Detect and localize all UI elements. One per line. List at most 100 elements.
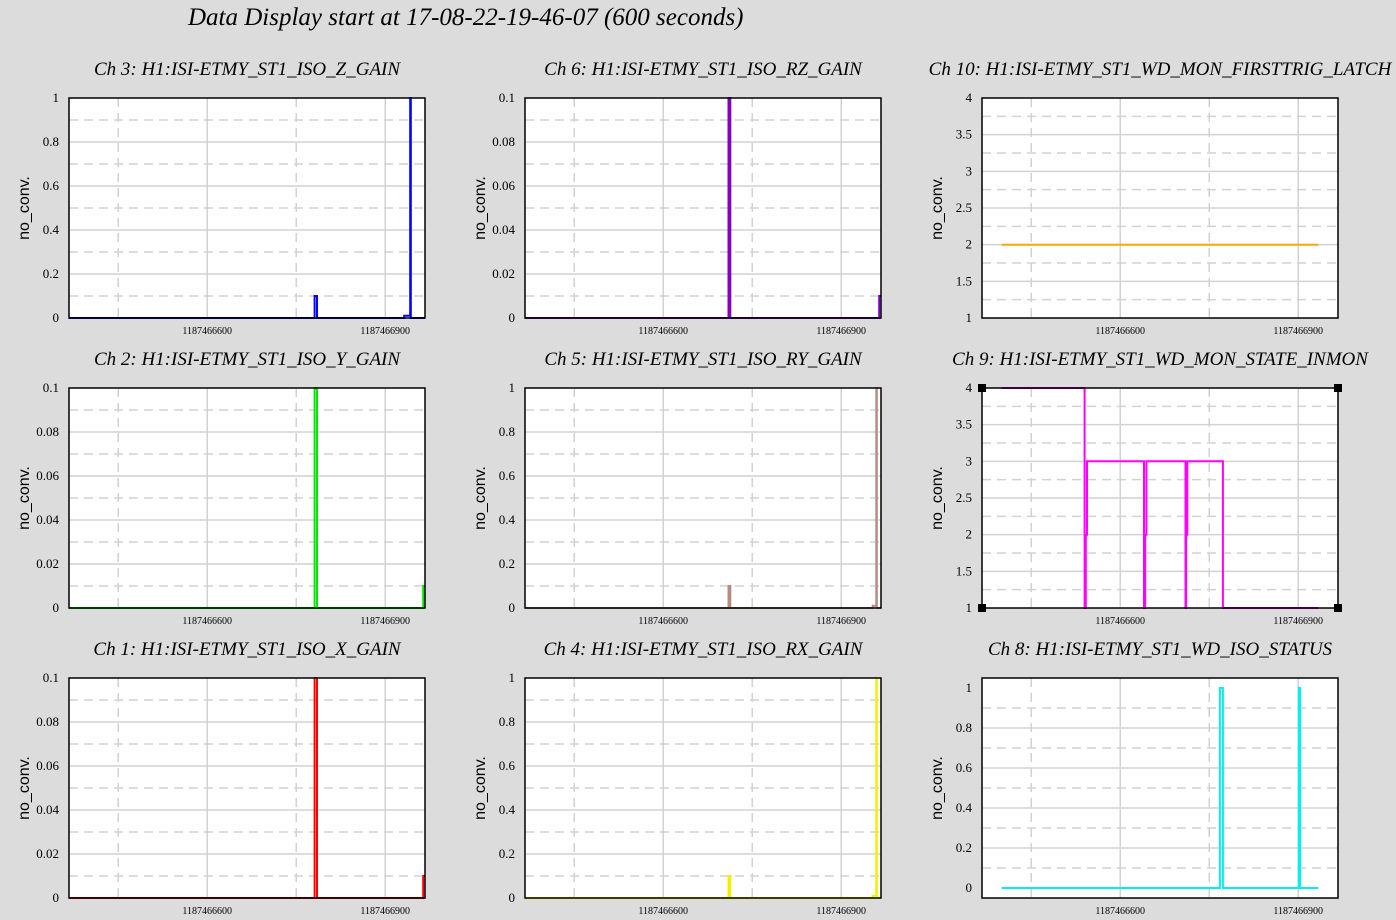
y-tick-label: 0.06 [36, 468, 59, 483]
x-tick-label: 1187466900 [816, 326, 866, 337]
selection-handle[interactable] [1334, 384, 1342, 392]
plot-area[interactable] [982, 678, 1338, 898]
grid-lines [525, 678, 881, 898]
y-tick-label: 0.6 [43, 178, 60, 193]
y-tick-label: 1 [53, 90, 60, 105]
y-tick-label: 1 [966, 310, 973, 325]
y-tick-label: 1 [966, 680, 973, 695]
plot-title: Ch 6: H1:ISI-ETMY_ST1_ISO_RZ_GAIN [544, 59, 863, 80]
y-axis-label: no_conv. [929, 176, 946, 240]
plot-frame [68, 387, 426, 609]
x-tick-label: 1187466600 [1095, 906, 1145, 917]
x-tick-label: 1187466900 [816, 616, 866, 627]
y-tick-label: 0.8 [43, 134, 59, 149]
data-line-ch5 [525, 387, 881, 609]
y-tick-label: 0.4 [499, 512, 516, 527]
x-tick-label: 1187466600 [182, 616, 232, 627]
y-tick-label: 1 [966, 600, 973, 615]
x-tick-label: 1187466600 [1095, 616, 1145, 627]
y-tick-label: 0.2 [499, 556, 515, 571]
data-line-ch9 [1001, 387, 1319, 609]
y-tick-label: 2.5 [956, 490, 972, 505]
plot-panel-ch1[interactable]: Ch 1: H1:ISI-ETMY_ST1_ISO_X_GAIN 0 0.02 0.0… [16, 639, 426, 917]
y-tick-label: 3.5 [956, 417, 972, 432]
y-tick-label: 4 [966, 380, 973, 395]
plot-title: Ch 9: H1:ISI-ETMY_ST1_WD_MON_STATE_INMON [952, 349, 1369, 370]
y-tick-label: 2 [966, 237, 973, 252]
y-axis-label: no_conv. [929, 466, 946, 530]
x-tick-label: 1187466600 [638, 616, 688, 627]
plot-panel-ch6[interactable]: Ch 6: H1:ISI-ETMY_ST1_ISO_RZ_GAIN 0 0.02 0.… [472, 59, 882, 337]
plot-panel-ch9[interactable]: Ch 9: H1:ISI-ETMY_ST1_WD_MON_STATE_INMON… [929, 349, 1369, 627]
y-tick-label: 0 [53, 890, 60, 905]
y-tick-label: 0.4 [43, 222, 60, 237]
y-tick-label: 0.4 [956, 800, 973, 815]
y-tick-label: 0.04 [36, 802, 59, 817]
x-tick-label: 1187466900 [816, 906, 866, 917]
plot-panel-ch3[interactable]: Ch 3: H1:ISI-ETMY_ST1_ISO_Z_GAIN 0 0.2 0.4 0… [16, 59, 426, 337]
y-tick-label: 0 [966, 880, 973, 895]
y-tick-label: 0.08 [36, 424, 59, 439]
y-tick-label: 0.2 [43, 266, 59, 281]
y-tick-label: 0.04 [492, 222, 515, 237]
y-tick-label: 0.8 [499, 424, 515, 439]
plot-area[interactable] [69, 388, 425, 608]
y-tick-label: 0 [509, 600, 516, 615]
y-axis-label: no_conv. [472, 466, 489, 530]
selection-handle[interactable] [978, 604, 986, 612]
selection-handle[interactable] [1334, 604, 1342, 612]
x-tick-label: 1187466900 [1273, 906, 1323, 917]
y-tick-label: 2.5 [956, 200, 972, 215]
plot-frame [981, 97, 1339, 319]
x-tick-label: 1187466900 [1273, 616, 1323, 627]
plot-area[interactable] [69, 678, 425, 898]
plot-frame [524, 387, 882, 609]
x-tick-label: 1187466900 [360, 906, 410, 917]
x-tick-label: 1187466900 [360, 326, 410, 337]
y-tick-label: 0 [53, 600, 60, 615]
plot-area[interactable] [69, 98, 425, 318]
plot-area[interactable] [525, 678, 881, 898]
plot-title: Ch 4: H1:ISI-ETMY_ST1_ISO_RX_GAIN [544, 639, 864, 660]
plot-panel-ch2[interactable]: Ch 2: H1:ISI-ETMY_ST1_ISO_Y_GAIN 0 0.02 0.0… [16, 349, 426, 627]
page-title: Data Display start at 17-08-22-19-46-07 … [188, 4, 744, 31]
grid-lines [525, 98, 881, 318]
plot-title: Ch 10: H1:ISI-ETMY_ST1_WD_MON_FIRSTTRIG_… [929, 59, 1393, 80]
y-tick-label: 0.2 [956, 840, 972, 855]
y-tick-label: 3 [966, 163, 973, 178]
plot-panel-ch4[interactable]: Ch 4: H1:ISI-ETMY_ST1_ISO_RX_GAIN 0 0.2 0.4… [472, 639, 882, 917]
y-tick-label: 0.02 [36, 846, 59, 861]
y-axis-label: no_conv. [16, 756, 33, 820]
plot-panel-ch5[interactable]: Ch 5: H1:ISI-ETMY_ST1_ISO_RY_GAIN 0 0.2 0.4… [472, 349, 882, 627]
plot-panel-ch8[interactable]: Ch 8: H1:ISI-ETMY_ST1_WD_ISO_STATUS 0 0.2 0… [929, 639, 1339, 917]
y-tick-label: 0.06 [36, 758, 59, 773]
plot-title: Ch 5: H1:ISI-ETMY_ST1_ISO_RY_GAIN [544, 349, 863, 370]
plot-frame [68, 677, 426, 899]
selection-handle[interactable] [978, 384, 986, 392]
plot-title: Ch 3: H1:ISI-ETMY_ST1_ISO_Z_GAIN [94, 59, 401, 80]
y-tick-label: 0.2 [499, 846, 515, 861]
data-line-ch2 [69, 387, 425, 609]
plot-area[interactable] [525, 98, 881, 318]
y-tick-label: 1.5 [956, 273, 972, 288]
plot-frame [524, 677, 882, 899]
data-line-ch6 [525, 97, 881, 319]
grid-lines [525, 388, 881, 608]
data-line-ch1 [69, 677, 425, 899]
plot-area[interactable] [525, 388, 881, 608]
x-tick-label: 1187466600 [638, 906, 688, 917]
y-tick-label: 0.8 [956, 720, 972, 735]
y-tick-label: 1.5 [956, 563, 972, 578]
y-tick-label: 0.04 [36, 512, 59, 527]
plot-panel-ch10[interactable]: Ch 10: H1:ISI-ETMY_ST1_WD_MON_FIRSTTRIG_… [929, 59, 1393, 337]
y-tick-label: 0 [53, 310, 60, 325]
x-tick-label: 1187466600 [1095, 326, 1145, 337]
y-tick-label: 0.6 [956, 760, 973, 775]
y-tick-label: 0 [509, 890, 516, 905]
y-tick-label: 2 [966, 527, 973, 542]
grid-lines [69, 98, 425, 318]
plot-frame [981, 677, 1339, 899]
x-tick-label: 1187466900 [360, 616, 410, 627]
plot-frame [68, 97, 426, 319]
